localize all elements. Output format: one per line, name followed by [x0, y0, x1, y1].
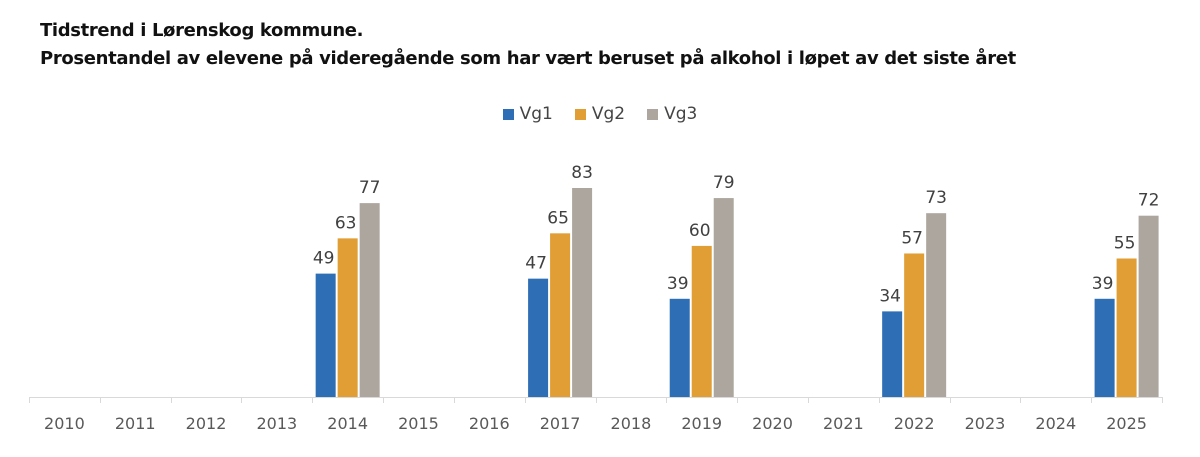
bar-vg3-2017: [572, 188, 593, 397]
x-tick-label: 2025: [1106, 414, 1147, 433]
legend-swatch-vg2: [574, 108, 586, 120]
data-label-vg2-2025: 55: [1114, 234, 1136, 254]
x-tick-label: 2016: [469, 414, 510, 433]
data-label-vg2-2017: 65: [547, 208, 569, 228]
bar-vg3-2022: [926, 213, 947, 397]
data-label-vg3-2022: 73: [925, 188, 947, 208]
data-label-vg1-2017: 47: [525, 254, 547, 274]
x-tick-label: 2022: [894, 414, 935, 433]
bar-vg1-2025: [1094, 298, 1115, 397]
legend-item-vg1: Vg1: [502, 104, 553, 124]
data-label-vg1-2022: 34: [879, 286, 901, 306]
chart-title-block: Tidstrend i Lørenskog kommune. Prosentan…: [40, 17, 1016, 73]
x-tick-label: 2013: [256, 414, 297, 433]
legend-swatch-vg1: [502, 108, 514, 120]
x-tick-label: 2024: [1035, 414, 1076, 433]
data-label-vg3-2025: 72: [1138, 191, 1160, 211]
data-label-vg3-2014: 77: [359, 178, 381, 198]
data-label-vg1-2014: 49: [313, 249, 335, 269]
chart-legend: Vg1 Vg2 Vg3: [0, 104, 1200, 124]
x-tick-label: 2017: [540, 414, 581, 433]
legend-swatch-vg3: [647, 108, 659, 120]
bar-vg1-2017: [528, 278, 549, 397]
legend-item-vg2: Vg2: [574, 104, 626, 124]
data-label-vg1-2019: 39: [667, 274, 689, 294]
legend-label-vg1: Vg1: [519, 104, 553, 124]
data-label-vg2-2019: 60: [689, 221, 711, 241]
x-tick-label: 2020: [752, 414, 793, 433]
x-tick-label: 2021: [823, 414, 864, 433]
bar-vg2-2019: [691, 245, 712, 397]
data-label-vg3-2019: 79: [713, 173, 735, 193]
x-tick-label: 2011: [115, 414, 156, 433]
data-label-vg2-2014: 63: [335, 213, 357, 233]
bar-vg1-2014: [315, 273, 336, 397]
x-tick-label: 2023: [965, 414, 1006, 433]
bar-vg2-2014: [337, 238, 358, 397]
bar-vg1-2022: [882, 311, 903, 397]
bar-vg3-2019: [713, 198, 734, 397]
x-tick-label: 2012: [186, 414, 227, 433]
bar-vg3-2025: [1138, 215, 1159, 397]
x-tick-label: 2010: [44, 414, 85, 433]
bar-vg2-2017: [550, 233, 571, 397]
bar-vg2-2025: [1116, 258, 1137, 397]
x-tick-label: 2018: [611, 414, 652, 433]
chart-subtitle: Prosentandel av elevene på videregående …: [40, 48, 1016, 69]
x-tick-label: 2015: [398, 414, 439, 433]
data-label-vg3-2017: 83: [571, 163, 593, 183]
legend-label-vg2: Vg2: [591, 104, 626, 124]
legend-label-vg3: Vg3: [664, 104, 698, 124]
x-tick-label: 2014: [327, 414, 368, 433]
data-label-vg1-2025: 39: [1092, 274, 1114, 294]
x-tick-label: 2019: [681, 414, 722, 433]
legend-item-vg3: Vg3: [647, 104, 697, 124]
bar-vg2-2022: [904, 253, 925, 397]
bar-vg3-2014: [359, 203, 380, 397]
bar-vg1-2019: [669, 298, 690, 397]
data-label-vg2-2022: 57: [901, 228, 923, 248]
chart-title: Tidstrend i Lørenskog kommune.: [40, 20, 364, 41]
